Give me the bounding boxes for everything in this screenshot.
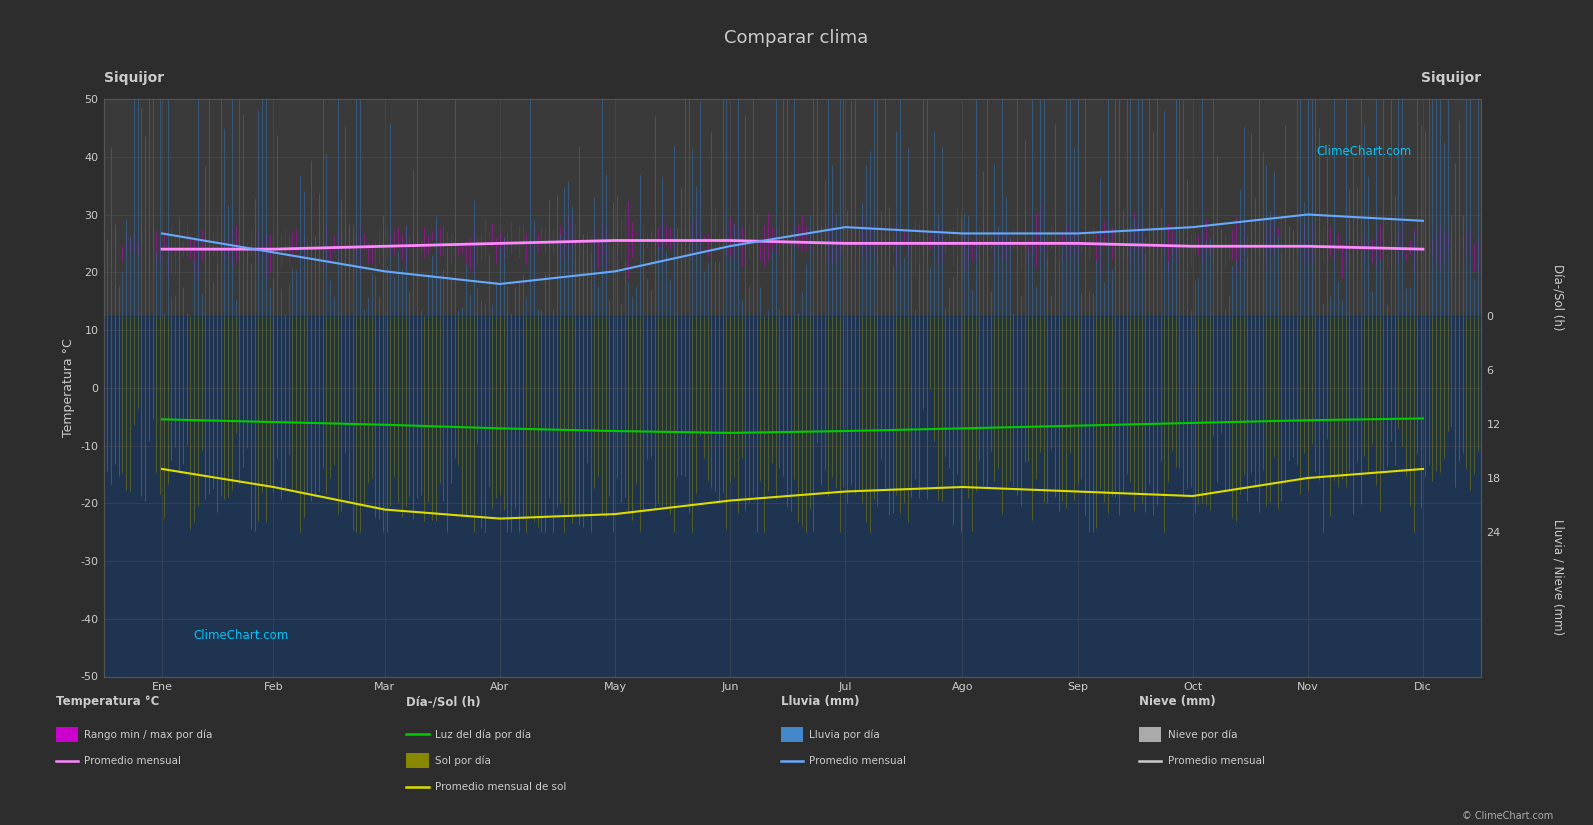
Text: Siquijor: Siquijor [104,71,164,85]
Text: Promedio mensual: Promedio mensual [84,756,182,766]
Text: Siquijor: Siquijor [1421,71,1481,85]
Text: ClimeChart.com: ClimeChart.com [1317,145,1411,158]
Bar [104,316,1481,676]
Text: Promedio mensual: Promedio mensual [809,756,906,766]
Text: Temperatura °C: Temperatura °C [56,695,159,709]
Text: Nieve por día: Nieve por día [1168,729,1238,739]
Text: Lluvia / Nieve (mm): Lluvia / Nieve (mm) [1552,520,1564,635]
Text: ClimeChart.com: ClimeChart.com [194,629,288,642]
Text: Sol por día: Sol por día [435,756,491,766]
Y-axis label: Temperatura °C: Temperatura °C [62,338,75,437]
Text: Comparar clima: Comparar clima [725,29,868,47]
Text: Promedio mensual de sol: Promedio mensual de sol [435,782,566,792]
Text: Nieve (mm): Nieve (mm) [1139,695,1215,709]
Text: Lluvia (mm): Lluvia (mm) [781,695,859,709]
Text: Promedio mensual: Promedio mensual [1168,756,1265,766]
Text: Día-/Sol (h): Día-/Sol (h) [406,695,481,709]
Text: Luz del día por día: Luz del día por día [435,729,530,739]
Text: Lluvia por día: Lluvia por día [809,729,879,739]
Text: © ClimeChart.com: © ClimeChart.com [1462,811,1553,821]
Text: Día-/Sol (h): Día-/Sol (h) [1552,264,1564,330]
Text: Rango min / max por día: Rango min / max por día [84,729,213,739]
